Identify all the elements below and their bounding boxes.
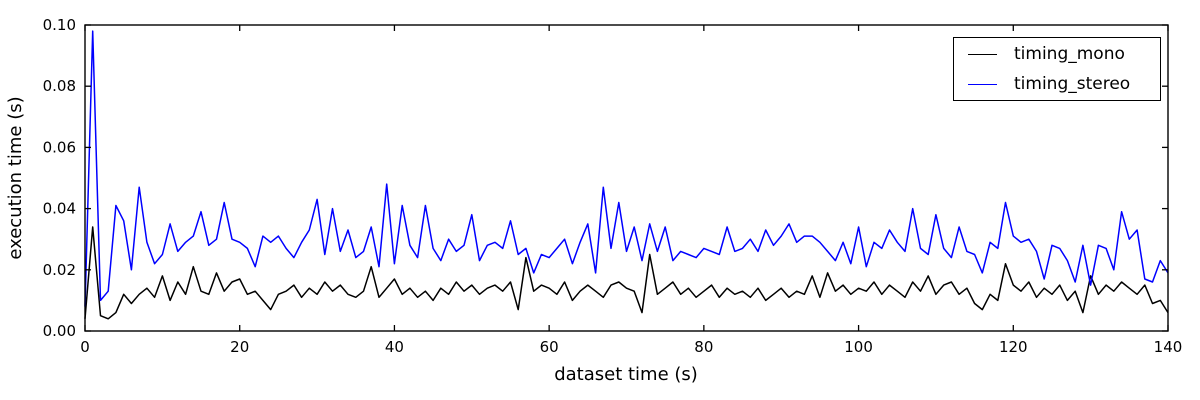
stereo-line-swatch (968, 83, 997, 85)
x-tick-label: 80 (694, 338, 713, 356)
series-line-timing_mono (84, 226, 1169, 320)
y-tick-label: 0.02 (43, 261, 76, 279)
legend: timing_mono timing_stereo (953, 37, 1161, 101)
y-tick-label: 0.10 (43, 16, 76, 34)
x-tick-label: 20 (230, 338, 249, 356)
y-axis-label: execution time (s) (5, 96, 26, 259)
legend-label-stereo: timing_stereo (1014, 73, 1131, 94)
y-tick-label: 0.06 (43, 138, 76, 156)
mono-line-swatch (968, 53, 997, 55)
x-tick-label: 100 (844, 338, 873, 356)
x-tick-label: 120 (999, 338, 1028, 356)
y-tick-label: 0.04 (43, 200, 76, 218)
plot-area: 0 20 40 60 80 100 120 140 0.00 0.02 0.04 0.06 0.08 0.… (43, 16, 1183, 356)
x-tick-label: 40 (385, 338, 404, 356)
y-tick-label: 0.00 (43, 322, 76, 340)
x-tick-label: 0 (80, 338, 90, 356)
legend-label-mono: timing_mono (1014, 43, 1125, 64)
y-tick-label: 0.08 (43, 77, 76, 95)
x-tick-label: 60 (540, 338, 559, 356)
axes-frame (84, 24, 1169, 332)
legend-item-timing-stereo: timing_stereo (954, 73, 1160, 95)
x-tick-label: 140 (1154, 338, 1183, 356)
x-axis-label: dataset time (s) (554, 364, 698, 385)
legend-item-timing-mono: timing_mono (954, 43, 1160, 65)
series-line-timing_stereo (84, 30, 1169, 307)
